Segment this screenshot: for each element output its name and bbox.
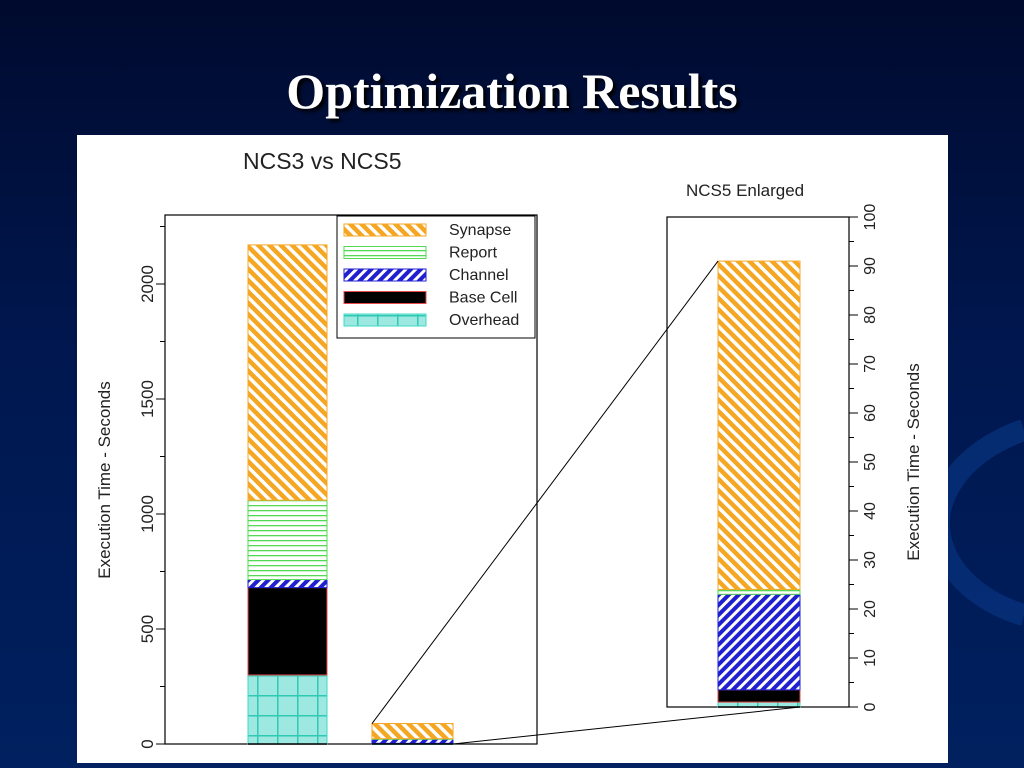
bar-segment-ncs3-overhead [247, 674, 328, 745]
legend-label-synapse: Synapse [449, 222, 511, 239]
legend-swatch-overhead [343, 313, 427, 327]
main-y-tick-label: 1000 [138, 495, 157, 533]
bar-segment-ncs3-report [247, 499, 328, 581]
zoom-y-tick-label: 100 [862, 204, 879, 231]
legend-label-overhead: Overhead [449, 312, 519, 329]
zoom-y-tick-label: 90 [862, 257, 879, 275]
zoom-y-axis-label: Execution Time - Seconds [904, 363, 923, 560]
bar-segment-ncs3-synapse [247, 244, 328, 501]
zoom-y-tick-label: 30 [862, 551, 879, 569]
main-y-tick-label: 1500 [138, 380, 157, 418]
zoom-bar-segment-channel [717, 593, 801, 691]
chart-title: NCS3 vs NCS5 [243, 148, 401, 174]
legend-swatch-base-cell [343, 291, 427, 304]
zoom-connector-top [371, 260, 719, 724]
bar-segment-ncs3-base-cell [247, 587, 328, 676]
bar-segment-ncs3-channel [247, 579, 328, 589]
zoom-y-tick-label: 50 [862, 453, 879, 471]
zoom-y-tick-label: 80 [862, 306, 879, 324]
legend-label-base-cell: Base Cell [449, 290, 517, 307]
legend-label-channel: Channel [449, 267, 509, 284]
zoom-y-tick-label: 40 [862, 502, 879, 520]
zoom-y-tick-label: 0 [862, 702, 879, 711]
legend-swatch-synapse [343, 223, 427, 237]
zoom-bar-segment-synapse [717, 260, 801, 590]
zoom-connector-bottom [452, 706, 801, 745]
zoom-chart-title: NCS5 Enlarged [686, 181, 804, 200]
main-y-tick-label: 500 [138, 615, 157, 643]
zoom-y-tick-label: 10 [862, 649, 879, 667]
legend-swatch-channel [343, 268, 427, 282]
zoom-y-tick-label: 70 [862, 355, 879, 373]
main-y-tick-label: 2000 [138, 265, 157, 303]
zoom-bar-segment-report [717, 588, 801, 595]
chart-panel: NCS3 vs NCS5 0 500 1000 1500 2000 Execution Ti… [77, 135, 948, 763]
zoom-y-tick-label: 60 [862, 404, 879, 422]
zoom-bar-segment-base-cell [717, 689, 801, 703]
legend-label-report: Report [449, 245, 498, 262]
bar-segment-ncs5-synapse [371, 723, 454, 740]
slide-title: Optimization Results [286, 63, 738, 119]
main-y-axis-label: Execution Time - Seconds [95, 381, 114, 578]
main-y-tick-label: 0 [138, 739, 157, 748]
legend-swatch-report [343, 246, 427, 259]
zoom-y-tick-label: 20 [862, 600, 879, 618]
